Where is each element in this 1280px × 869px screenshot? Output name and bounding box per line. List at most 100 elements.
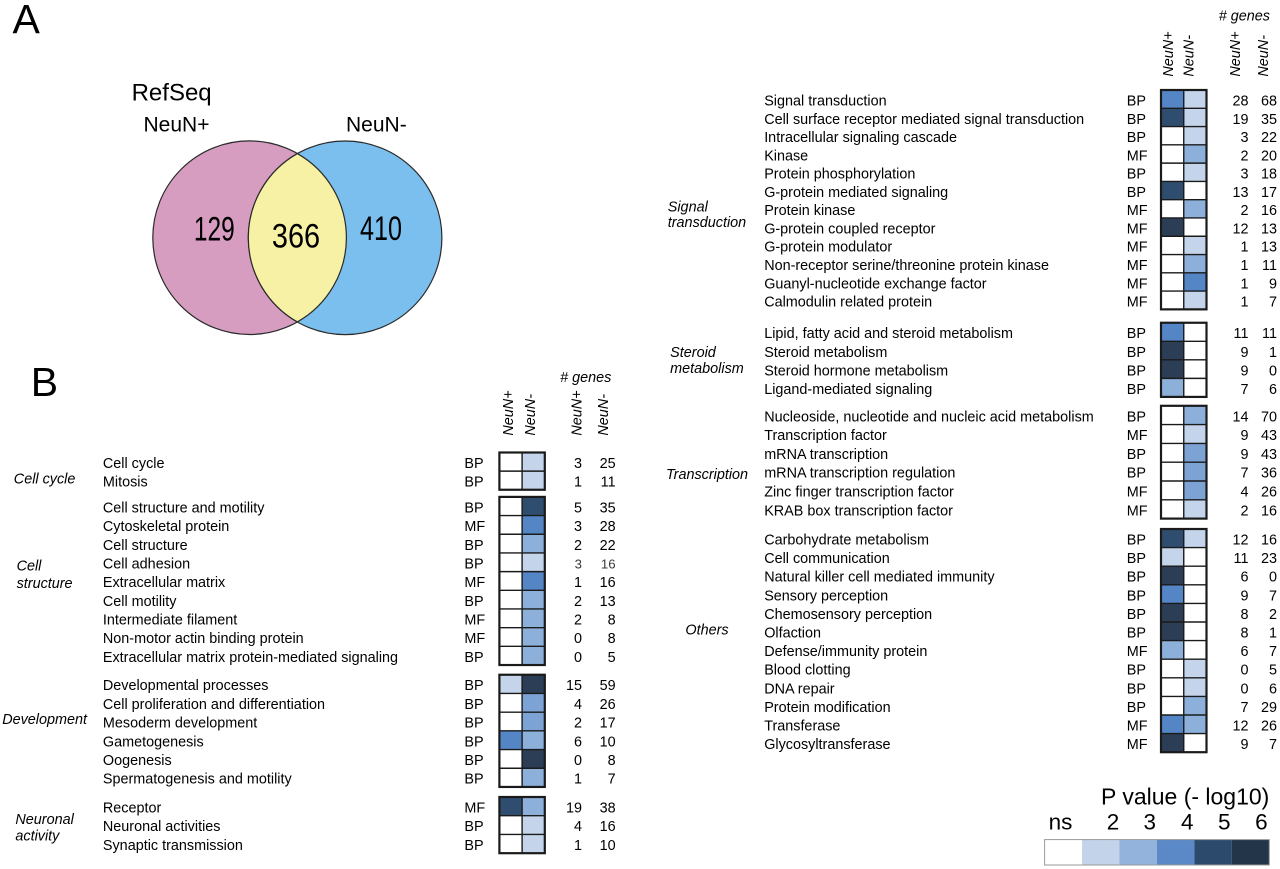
svg-text:2: 2 [1240, 503, 1248, 519]
svg-text:16: 16 [1261, 532, 1277, 548]
svg-text:Transcription: Transcription [666, 467, 748, 483]
svg-text:Cell proliferation and differe: Cell proliferation and differentiation [103, 697, 325, 713]
svg-text:BP: BP [464, 697, 483, 713]
svg-text:4: 4 [574, 819, 582, 835]
svg-text:4: 4 [574, 697, 582, 713]
svg-text:7: 7 [1240, 700, 1248, 716]
svg-text:8: 8 [608, 631, 616, 647]
svg-text:BP: BP [1127, 112, 1146, 128]
svg-text:5: 5 [1218, 809, 1231, 834]
svg-text:Olfaction: Olfaction [764, 625, 821, 641]
svg-text:MF: MF [1127, 718, 1148, 734]
svg-text:Non-receptor serine/threonine: Non-receptor serine/threonine protein ki… [764, 258, 1049, 274]
svg-text:Protein modification: Protein modification [764, 700, 890, 716]
svg-text:5: 5 [1269, 663, 1277, 679]
svg-text:BP: BP [1127, 167, 1146, 183]
svg-text:2: 2 [574, 612, 582, 628]
svg-text:MF: MF [464, 631, 485, 647]
svg-text:Protein phosphorylation: Protein phosphorylation [764, 167, 915, 183]
svg-text:12: 12 [1232, 718, 1248, 734]
svg-text:11: 11 [1262, 258, 1277, 274]
svg-text:MF: MF [1127, 484, 1148, 500]
svg-text:NeuN-: NeuN- [1256, 35, 1272, 77]
svg-text:mRNA transcription regulation: mRNA transcription regulation [764, 466, 955, 482]
svg-text:BP: BP [464, 734, 483, 750]
svg-text:Kinase: Kinase [764, 148, 808, 164]
svg-text:MF: MF [1127, 737, 1148, 753]
svg-text:BP: BP [464, 650, 483, 666]
svg-text:MF: MF [464, 575, 485, 591]
svg-text:BP: BP [464, 538, 483, 554]
svg-text:3: 3 [1240, 130, 1248, 146]
svg-text:8: 8 [608, 753, 616, 769]
svg-text:MF: MF [1127, 203, 1148, 219]
svg-text:7: 7 [1240, 466, 1248, 482]
svg-text:2: 2 [574, 594, 582, 610]
svg-text:3: 3 [575, 556, 582, 571]
svg-text:BP: BP [1127, 326, 1146, 342]
svg-text:1: 1 [574, 575, 582, 591]
svg-text:1: 1 [1240, 295, 1248, 311]
svg-text:MF: MF [464, 800, 485, 816]
svg-text:BP: BP [1127, 551, 1146, 567]
svg-text:BP: BP [1127, 466, 1146, 482]
svg-text:26: 26 [600, 697, 616, 713]
svg-text:28: 28 [1232, 93, 1248, 109]
svg-text:Sensory perception: Sensory perception [764, 588, 888, 604]
svg-text:7: 7 [1269, 644, 1277, 660]
svg-text:Cell adhesion: Cell adhesion [103, 556, 190, 572]
svg-text:2: 2 [1269, 607, 1277, 623]
svg-text:transduction: transduction [668, 215, 746, 231]
svg-text:MF: MF [1127, 503, 1148, 519]
svg-text:Neuronal activities: Neuronal activities [103, 819, 221, 835]
svg-text:Cell structure and motility: Cell structure and motility [103, 500, 265, 516]
svg-text:14: 14 [1232, 409, 1248, 425]
svg-text:15: 15 [566, 678, 582, 694]
svg-text:BP: BP [464, 716, 483, 732]
svg-text:Zinc finger transcription fact: Zinc finger transcription factor [764, 484, 954, 500]
svg-text:Signal: Signal [668, 199, 709, 215]
svg-text:G-protein modulator: G-protein modulator [764, 240, 892, 256]
svg-text:BP: BP [1127, 130, 1146, 146]
svg-text:NeuN-: NeuN- [523, 394, 539, 436]
svg-text:43: 43 [1261, 447, 1277, 463]
svg-text:5: 5 [574, 500, 582, 516]
svg-text:11: 11 [601, 475, 616, 491]
svg-text:36: 36 [1261, 466, 1277, 482]
svg-text:Steroid hormone metabolism: Steroid hormone metabolism [764, 363, 948, 379]
svg-text:BP: BP [464, 456, 483, 472]
svg-text:activity: activity [15, 828, 60, 844]
svg-text:Others: Others [685, 622, 728, 638]
svg-text:Intermediate filament: Intermediate filament [103, 612, 237, 628]
svg-text:17: 17 [1261, 185, 1277, 201]
svg-text:0: 0 [574, 650, 582, 666]
svg-text:Cytoskeletal protein: Cytoskeletal protein [103, 519, 229, 535]
svg-text:16: 16 [1261, 503, 1277, 519]
svg-text:Signal transduction: Signal transduction [764, 93, 886, 109]
svg-text:0: 0 [1240, 663, 1248, 679]
svg-text:6: 6 [1255, 809, 1268, 834]
svg-text:Cell structure: Cell structure [103, 538, 188, 554]
svg-text:NeuN+: NeuN+ [1228, 31, 1244, 76]
svg-text:Neuronal: Neuronal [15, 812, 74, 828]
svg-text:BP: BP [464, 594, 483, 610]
svg-text:MF: MF [1127, 221, 1148, 237]
svg-text:Mesoderm development: Mesoderm development [103, 716, 257, 732]
svg-text:3: 3 [574, 519, 582, 535]
svg-text:Synaptic transmission: Synaptic transmission [103, 838, 243, 854]
svg-text:4: 4 [1181, 809, 1194, 834]
svg-text:NeuN-: NeuN- [596, 394, 612, 436]
svg-text:structure: structure [17, 576, 73, 592]
svg-text:8: 8 [608, 612, 616, 628]
svg-text:BP: BP [1127, 185, 1146, 201]
svg-text:1: 1 [574, 475, 582, 491]
svg-text:2: 2 [1240, 148, 1248, 164]
svg-text:10: 10 [600, 734, 616, 750]
svg-text:9: 9 [1240, 447, 1248, 463]
svg-text:Oogenesis: Oogenesis [103, 753, 172, 769]
svg-text:G-protein coupled receptor: G-protein coupled receptor [764, 221, 935, 237]
svg-text:MF: MF [1127, 295, 1148, 311]
svg-text:43: 43 [1261, 428, 1277, 444]
svg-text:6: 6 [574, 734, 582, 750]
svg-text:MF: MF [1127, 148, 1148, 164]
